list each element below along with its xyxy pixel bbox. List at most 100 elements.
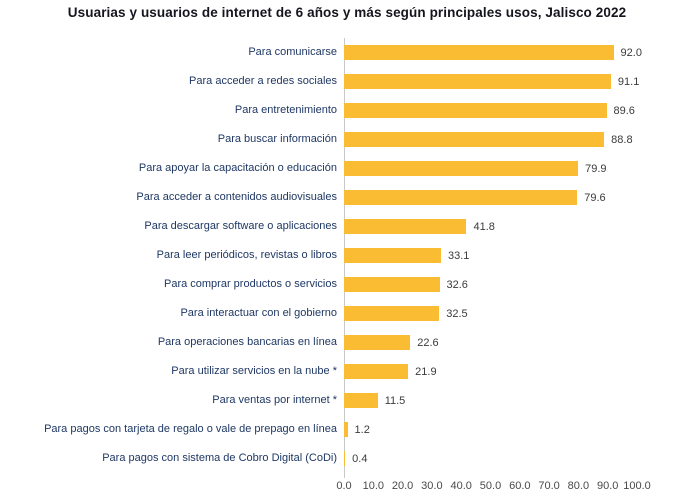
category-label: Para comunicarse xyxy=(248,46,337,59)
value-label: 32.6 xyxy=(446,278,468,291)
category-label-cell: Para leer periódicos, revistas o libros xyxy=(0,249,344,262)
bar-cell: 1.2 xyxy=(344,415,694,444)
x-tick-label: 40.0 xyxy=(450,480,472,492)
chart-row: Para descargar software o aplicaciones 4… xyxy=(0,212,694,241)
category-label-cell: Para comprar productos o servicios xyxy=(0,278,344,291)
value-label: 32.5 xyxy=(446,307,468,320)
category-label-cell: Para apoyar la capacitación o educación xyxy=(0,162,344,175)
category-label-cell: Para acceder a contenidos audiovisuales xyxy=(0,191,344,204)
value-label: 33.1 xyxy=(447,249,470,262)
x-tick-label: 20.0 xyxy=(391,480,414,492)
x-tick-label: 30.0 xyxy=(421,480,443,492)
chart-row: Para acceder a contenidos audiovisuales … xyxy=(0,183,694,212)
bar-cell: 11.5 xyxy=(344,386,694,415)
category-label: Para utilizar servicios en la nube * xyxy=(171,365,337,378)
category-label: Para buscar información xyxy=(217,133,337,146)
bar-chart: Para comunicarse 92.0 Para acceder a red… xyxy=(0,38,694,493)
bar-cell: 0.4 xyxy=(344,444,694,473)
value-label: 91.1 xyxy=(617,75,640,88)
value-label: 41.8 xyxy=(473,220,495,233)
chart-row: Para comprar productos o servicios 32.6 xyxy=(0,270,694,299)
value-label: 21.9 xyxy=(415,365,437,378)
bar xyxy=(344,103,607,118)
bar xyxy=(344,74,611,89)
bar xyxy=(344,190,578,205)
category-label-cell: Para operaciones bancarias en línea xyxy=(0,336,344,349)
value-label: 79.6 xyxy=(584,191,606,204)
bar xyxy=(344,45,614,60)
bar xyxy=(344,335,411,350)
bar-cell: 88.8 xyxy=(344,125,694,154)
bar-cell: 92.0 xyxy=(344,38,694,67)
category-label: Para acceder a contenidos audiovisuales xyxy=(136,191,337,204)
bar xyxy=(344,306,440,321)
x-tick-label: 80.0 xyxy=(567,480,590,492)
bar-cell: 32.6 xyxy=(344,270,694,299)
bar xyxy=(344,393,378,408)
bar-cell: 79.6 xyxy=(344,183,694,212)
x-tick-label: 50.0 xyxy=(479,480,502,492)
bar-cell: 89.6 xyxy=(344,96,694,125)
bar xyxy=(344,422,348,437)
chart-row: Para buscar información 88.8 xyxy=(0,125,694,154)
bar-cell: 22.6 xyxy=(344,328,694,357)
chart-row: Para acceder a redes sociales 91.1 xyxy=(0,67,694,96)
chart-row: Para pagos con tarjeta de regalo o vale … xyxy=(0,415,694,444)
value-label: 89.6 xyxy=(613,104,635,117)
category-label-cell: Para pagos con tarjeta de regalo o vale … xyxy=(0,423,344,436)
x-tick-label: 100.0 xyxy=(623,480,651,492)
chart-title: Usuarias y usuarios de internet de 6 año… xyxy=(67,5,627,20)
bar-cell: 33.1 xyxy=(344,241,694,270)
category-label: Para entretenimiento xyxy=(234,104,337,117)
category-label-cell: Para interactuar con el gobierno xyxy=(0,307,344,320)
category-label-cell: Para pagos con sistema de Cobro Digital … xyxy=(0,452,344,465)
category-label: Para operaciones bancarias en línea xyxy=(157,336,337,349)
category-label-cell: Para descargar software o aplicaciones xyxy=(0,220,344,233)
category-label-cell: Para buscar información xyxy=(0,133,344,146)
category-label: Para leer periódicos, revistas o libros xyxy=(156,249,337,262)
chart-row: Para leer periódicos, revistas o libros … xyxy=(0,241,694,270)
x-tick-label: 90.0 xyxy=(596,480,619,492)
x-tick-label: 70.0 xyxy=(538,480,560,492)
value-label: 92.0 xyxy=(620,46,642,59)
x-tick-label: 60.0 xyxy=(509,480,531,492)
bar xyxy=(344,248,441,263)
chart-row: Para pagos con sistema de Cobro Digital … xyxy=(0,444,694,473)
chart-row: Para interactuar con el gobierno 32.5 xyxy=(0,299,694,328)
chart-rows: Para comunicarse 92.0 Para acceder a red… xyxy=(0,38,694,473)
chart-row: Para apoyar la capacitación o educación … xyxy=(0,154,694,183)
bar xyxy=(344,451,346,466)
bar-cell: 41.8 xyxy=(344,212,694,241)
bar xyxy=(344,364,409,379)
category-label-cell: Para entretenimiento xyxy=(0,104,344,117)
x-axis: 0.0 10.0 20.0 30.0 40.0 50.0 60.0 70.0 80.0 90.0 1… xyxy=(0,480,694,494)
bar xyxy=(344,161,579,176)
bar xyxy=(344,219,467,234)
value-label: 22.6 xyxy=(417,336,439,349)
value-label: 1.2 xyxy=(354,423,370,436)
value-label: 79.9 xyxy=(585,162,607,175)
chart-row: Para ventas por internet * 11.5 xyxy=(0,386,694,415)
category-label-cell: Para ventas por internet * xyxy=(0,394,344,407)
category-label: Para pagos con sistema de Cobro Digital … xyxy=(102,452,337,465)
category-label-cell: Para comunicarse xyxy=(0,46,344,59)
category-label: Para comprar productos o servicios xyxy=(163,278,337,291)
bar xyxy=(344,277,440,292)
chart-row: Para operaciones bancarias en línea 22.6 xyxy=(0,328,694,357)
category-label: Para acceder a redes sociales xyxy=(189,75,337,88)
bar-cell: 91.1 xyxy=(344,67,694,96)
category-label: Para ventas por internet * xyxy=(212,394,337,407)
category-label: Para interactuar con el gobierno xyxy=(180,307,337,320)
value-label: 88.8 xyxy=(611,133,633,146)
category-label-cell: Para acceder a redes sociales xyxy=(0,75,344,88)
chart-row: Para entretenimiento 89.6 xyxy=(0,96,694,125)
category-label: Para pagos con tarjeta de regalo o vale … xyxy=(44,423,337,436)
category-label: Para descargar software o aplicaciones xyxy=(144,220,337,233)
bar-cell: 32.5 xyxy=(344,299,694,328)
x-tick-label: 0.0 xyxy=(336,480,352,492)
x-tick-label: 10.0 xyxy=(362,480,385,492)
value-label: 0.4 xyxy=(352,452,368,465)
bar-cell: 21.9 xyxy=(344,357,694,386)
chart-row: Para comunicarse 92.0 xyxy=(0,38,694,67)
